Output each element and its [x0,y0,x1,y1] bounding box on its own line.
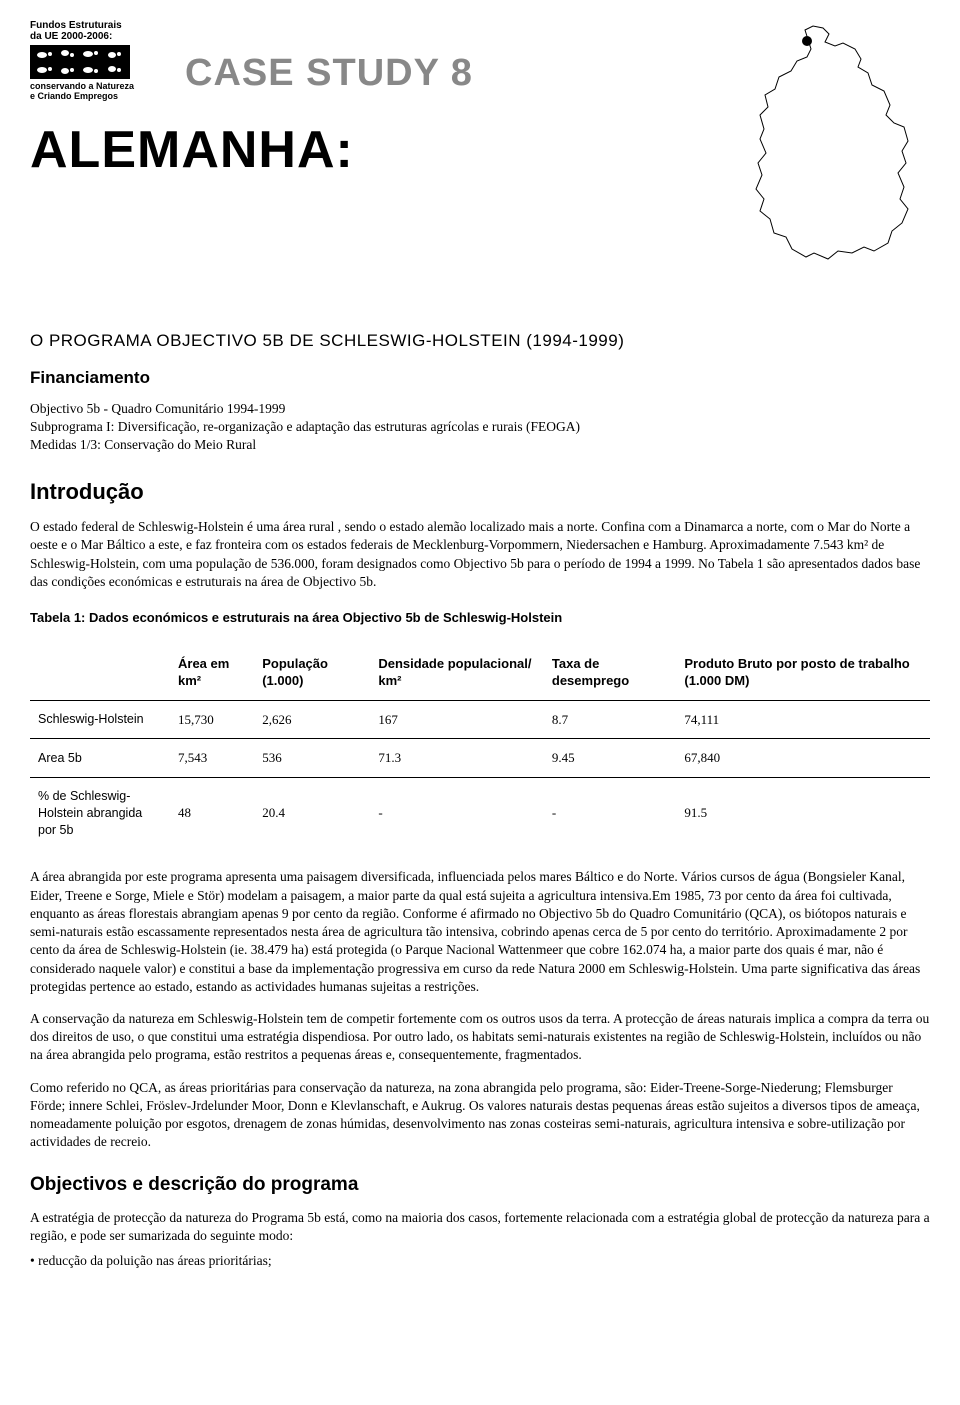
cell: 71.3 [370,739,544,778]
objectivos-bullet1: • reducção da poluição nas áreas priorit… [30,1252,930,1270]
fin-line2: Subprograma I: Diversificação, re-organi… [30,418,930,436]
th-4: Taxa de desemprego [544,645,677,701]
logo-top-line2: da UE 2000-2006: [30,31,112,42]
th-2: População (1.000) [254,645,370,701]
body-para1: A área abrangida por este programa apres… [30,868,930,996]
body-para2: A conservação da natureza em Schleswig-H… [30,1010,930,1065]
cell: 7,543 [170,739,254,778]
th-5: Produto Bruto por posto de trabalho (1.0… [676,645,930,701]
th-1: Área em km² [170,645,254,701]
fin-line3: Medidas 1/3: Conservação do Meio Rural [30,436,930,454]
header-row: Fundos Estruturais da UE 2000-2006: [30,20,930,320]
cell: % de Schleswig-Holstein abrangida por 5b [30,777,170,848]
program-subtitle: O PROGRAMA OBJECTIVO 5B DE SCHLESWIG-HOL… [30,330,930,353]
cell: 167 [370,700,544,739]
cell: 67,840 [676,739,930,778]
fin-line1: Objectivo 5b - Quadro Comunitário 1994-1… [30,400,930,418]
cell: 2,626 [254,700,370,739]
th-0 [30,645,170,701]
cell: - [370,777,544,848]
location-dot [802,36,812,46]
table-row: Area 5b 7,543 536 71.3 9.45 67,840 [30,739,930,778]
table-header-row: Área em km² População (1.000) Densidade … [30,645,930,701]
introducao-para1: O estado federal de Schleswig-Holstein é… [30,518,930,591]
cell: 74,111 [676,700,930,739]
table-row: % de Schleswig-Holstein abrangida por 5b… [30,777,930,848]
logo-block: Fundos Estruturais da UE 2000-2006: [30,20,175,102]
objectivos-heading: Objectivos e descrição do programa [30,1172,930,1198]
cell: 8.7 [544,700,677,739]
cell: 15,730 [170,700,254,739]
cell: Area 5b [30,739,170,778]
objectivos-para1: A estratégia de protecção da natureza do… [30,1209,930,1245]
logo-top-line1: Fundos Estruturais [30,20,122,31]
table-title: Tabela 1: Dados económicos e estruturais… [30,609,930,627]
logo-top: Fundos Estruturais da UE 2000-2006: [30,20,175,42]
cell: 91.5 [676,777,930,848]
cell: - [544,777,677,848]
logo-bottom-line2: e Criando Empregos [30,91,118,101]
footprints-logo-icon [30,45,130,79]
table-row: Schleswig-Holstein 15,730 2,626 167 8.7 … [30,700,930,739]
cell: 9.45 [544,739,677,778]
cell: Schleswig-Holstein [30,700,170,739]
cell: 20.4 [254,777,370,848]
case-study-label: CASE STUDY 8 [185,48,690,99]
cell: 536 [254,739,370,778]
map-outline [756,26,908,259]
financiamento-body: Objectivo 5b - Quadro Comunitário 1994-1… [30,400,930,455]
introducao-heading: Introdução [30,477,930,507]
financiamento-heading: Financiamento [30,367,930,390]
country-title: ALEMANHA: [30,115,690,185]
cell: 48 [170,777,254,848]
data-table: Área em km² População (1.000) Densidade … [30,645,930,849]
th-3: Densidade populacional/ km² [370,645,544,701]
logo-bottom-line1: conservando a Natureza [30,81,134,91]
body-para3: Como referido no QCA, as áreas prioritár… [30,1079,930,1152]
germany-map [690,20,930,320]
logo-bottom: conservando a Natureza e Criando Emprego… [30,82,175,102]
header-left: Fundos Estruturais da UE 2000-2006: [30,20,690,185]
